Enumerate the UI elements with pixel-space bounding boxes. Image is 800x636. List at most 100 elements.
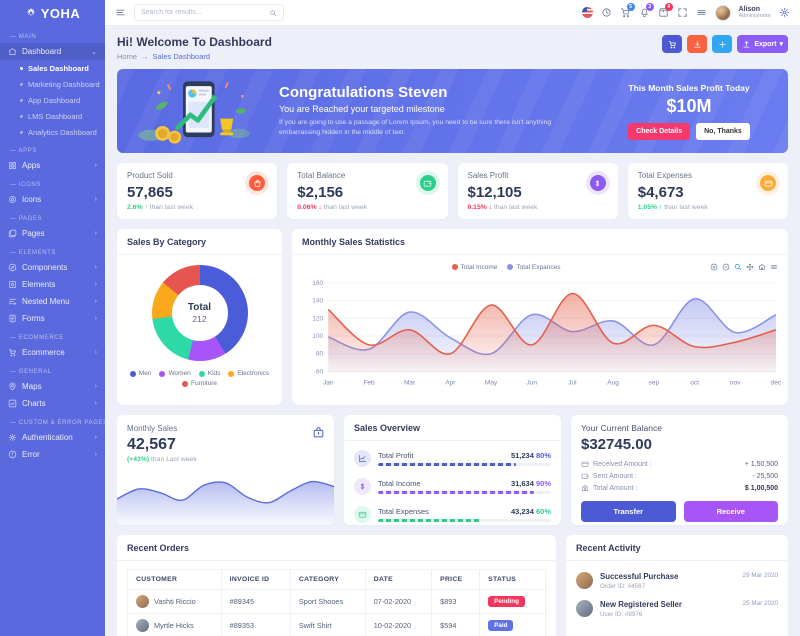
legend-dot: [129, 370, 136, 377]
zoom-out-icon[interactable]: [722, 263, 730, 271]
progress-bar: [378, 463, 517, 466]
language-flag-icon[interactable]: [581, 7, 593, 18]
sidebar-item-authentication[interactable]: Authentication ›: [0, 429, 105, 446]
legend-dot: [451, 264, 458, 270]
sidebar-subitem-app-dashboard[interactable]: App Dashboard: [0, 92, 105, 108]
legend-item-electronics[interactable]: Electronics: [228, 370, 269, 377]
reset-home-icon[interactable]: [758, 263, 766, 271]
sidebar-subitem-sales-dashboard[interactable]: Sales Dashboard: [0, 60, 105, 76]
customer-avatar: [136, 595, 149, 608]
history-clock-icon[interactable]: [601, 7, 612, 18]
bag-icon: [245, 171, 270, 195]
sidebar-item-elements[interactable]: Elements ›: [0, 276, 105, 293]
gear-icon: [8, 433, 17, 442]
settings-gear-icon[interactable]: [779, 7, 790, 18]
check-details-button[interactable]: Check Details: [628, 122, 691, 140]
activity-item-new-registered-seller[interactable]: New Registered Seller User ID: #8976 25 M…: [576, 595, 778, 623]
notifications-bell-icon[interactable]: 3: [639, 3, 654, 18]
sidebar-item-forms[interactable]: Forms ›: [0, 310, 105, 327]
download-button[interactable]: [687, 35, 708, 53]
svg-text:100: 100: [312, 333, 323, 340]
fullscreen-icon[interactable]: [677, 7, 688, 18]
recent-orders-card: Recent Orders CUSTOMER INVOICE ID CATEGORY…: [117, 535, 556, 636]
legend-item-men[interactable]: Men: [129, 370, 151, 377]
order-row[interactable]: Vashti Riccio #89345 Sport Shooes 07-02-…: [127, 589, 546, 614]
sidebar-subitem-analytics-dashboard[interactable]: Analytics Dashboard: [0, 124, 105, 140]
sales-overview-rows: Total Profit 51,234 80% Total Income 31,63…: [344, 441, 561, 525]
menu-lines-icon[interactable]: [696, 7, 707, 18]
add-button[interactable]: [712, 35, 733, 53]
sidebar-item-ecommerce[interactable]: Ecommerce ›: [0, 344, 105, 361]
sidebar-item-dashboard[interactable]: Dashboard ⌄: [0, 43, 105, 60]
legend-item-furniture[interactable]: Furniture: [181, 380, 217, 387]
sidebar-item-apps[interactable]: Apps ›: [0, 157, 105, 174]
bullet-icon: [20, 82, 23, 86]
selection-zoom-icon[interactable]: [734, 263, 742, 271]
svg-text:oct: oct: [690, 379, 699, 386]
cart-action-button[interactable]: [662, 35, 683, 53]
user-meta[interactable]: Alison Administrator: [739, 6, 771, 20]
sidebar-section-custom-error-pages: CUSTOM & ERROR PAGES: [0, 412, 105, 429]
transfer-button[interactable]: Transfer: [581, 501, 676, 522]
wallet-icon: [581, 473, 589, 479]
stat-value: $2,156: [297, 184, 344, 201]
sidebar-section-general: GENERAL: [0, 361, 105, 378]
sidebar-item-icons[interactable]: Icons ›: [0, 191, 105, 208]
export-button[interactable]: Export ▾: [737, 35, 788, 53]
status-badge: Paid: [488, 620, 514, 631]
bullet-icon: [20, 66, 23, 70]
sales-overview-title: Sales Overview: [344, 415, 561, 441]
legend-item-total-expances[interactable]: Total Expances: [507, 264, 560, 271]
svg-text:nov: nov: [730, 379, 741, 386]
stat-title: Sales Profit: [467, 171, 509, 180]
activity-subtitle: User ID: #8976: [600, 611, 643, 618]
user-avatar[interactable]: [714, 4, 731, 21]
monthly-sales-sparkline: [117, 475, 334, 525]
overview-value: 43,234 60%: [510, 507, 551, 516]
legend-item-women[interactable]: Women: [159, 370, 191, 377]
order-row[interactable]: Myrtle Hicks #89353 Swift Shirt 10-02-20…: [127, 613, 546, 636]
cart-icon[interactable]: 5: [620, 3, 635, 18]
progress-track: [378, 463, 551, 466]
page-header: Hi! Welcome To Dashboard Home → Sales Da…: [117, 35, 788, 61]
pan-icon[interactable]: [746, 263, 754, 271]
activity-item-successful-purchase[interactable]: Successful Purchase Order ID: #4567 29 Ma…: [576, 567, 778, 595]
zoom-in-icon[interactable]: [710, 263, 718, 271]
legend-item-total-income[interactable]: Total Income: [451, 264, 497, 271]
chevron-right-icon: ›: [94, 196, 97, 203]
sidebar-item-nested-menu[interactable]: Nested Menu ›: [0, 293, 105, 310]
balance-row-value: - 25,500: [752, 472, 778, 480]
orders-box-icon[interactable]: 4: [658, 3, 673, 18]
banner-profit-value: $10M: [666, 95, 712, 116]
sidebar-toggle-icon[interactable]: [115, 7, 126, 18]
grid-icon: [9, 162, 16, 169]
balance-row-value: + 1,50,500: [744, 460, 778, 468]
legend-item-kids[interactable]: Kids: [198, 370, 220, 377]
sidebar-subitem-lms-dashboard[interactable]: LMS Dashboard: [0, 108, 105, 124]
search-icon[interactable]: [269, 9, 277, 17]
overview-label: Total Income: [378, 479, 421, 488]
sidebar-item-error[interactable]: Error ›: [0, 446, 105, 463]
search-input[interactable]: [141, 9, 265, 16]
balance-title: Your Current Balance: [581, 423, 662, 433]
legend-dot: [181, 380, 188, 387]
sidebar-subitem-marketing-dashboard[interactable]: Marketing Dashboard: [0, 76, 105, 92]
orders-col-customer: CUSTOMER: [127, 569, 222, 590]
sidebar-item-maps[interactable]: Maps ›: [0, 378, 105, 395]
monthly-sales-card: Monthly Sales 42,567 (+43%) than Last we…: [117, 415, 334, 525]
sidebar-item-pages[interactable]: Pages ›: [0, 225, 105, 242]
stat-change: 0.06% ↓ than last week: [297, 204, 368, 211]
chart-menu-icon[interactable]: [770, 263, 778, 271]
orders-col-status: STATUS: [479, 569, 546, 590]
breadcrumb-home[interactable]: Home: [117, 52, 138, 61]
no-thanks-button[interactable]: No, Thanks: [696, 122, 750, 140]
wallet-icon: [423, 180, 432, 186]
receive-button[interactable]: Receive: [683, 501, 778, 522]
congratulations-banner: Congratulations Steven You are Reached y…: [117, 69, 788, 153]
sidebar-item-components[interactable]: Components ›: [0, 259, 105, 276]
svg-text:Jan: Jan: [323, 379, 334, 386]
stat-card-product-sold: Product Sold 57,865 2.6% ↑ than last wee…: [117, 163, 278, 219]
sidebar-item-charts[interactable]: Charts ›: [0, 395, 105, 412]
brand[interactable]: YOHA: [0, 0, 105, 26]
